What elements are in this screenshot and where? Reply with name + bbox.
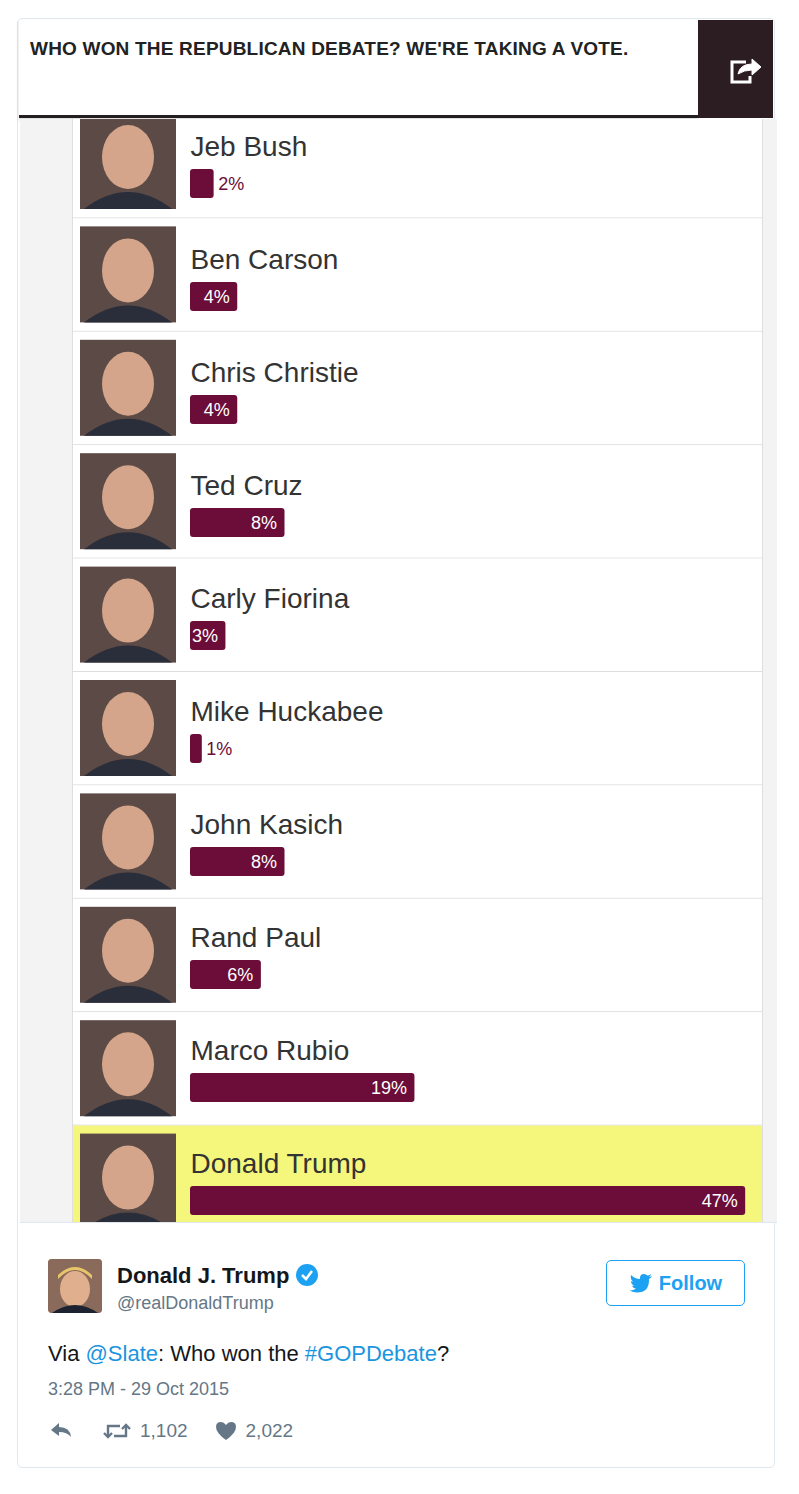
html-text:2,022: 2,022 [245,1420,294,1441]
svg-text:8%: 8% [251,852,277,872]
svg-text:Ted Cruz: Ted Cruz [191,470,303,501]
svg-text:19%: 19% [371,1078,407,1098]
svg-text:Ben Carson: Ben Carson [191,244,339,275]
svg-text:Rand Paul: Rand Paul [191,922,322,953]
svg-text:Chris Christie: Chris Christie [191,357,359,388]
svg-text:Jeb Bush: Jeb Bush [191,131,308,162]
svg-text:2%: 2% [218,174,244,194]
html-text:@realDonaldTrump: @realDonaldTrump [117,1293,274,1313]
svg-text:47%: 47% [702,1191,738,1211]
svg-text:4%: 4% [204,400,230,420]
svg-text:John Kasich: John Kasich [191,809,344,840]
html-text:WHO WON THE REPUBLICAN DEBATE?: WHO WON THE REPUBLICAN DEBATE? WE'RE TAK… [30,38,629,59]
svg-text:Mike Huckabee: Mike Huckabee [191,696,384,727]
svg-text:4%: 4% [204,287,230,307]
html-text:1,102: 1,102 [140,1420,188,1441]
html-text:Via @Slate: Who won the #GOPDe: Via @Slate: Who won the #GOPDebate? [48,1341,450,1366]
html-text:Donald J. Trump: Donald J. Trump [117,1263,290,1288]
svg-text:Donald Trump: Donald Trump [191,1148,367,1179]
svg-text:3%: 3% [192,626,218,646]
svg-text:Marco Rubio: Marco Rubio [191,1035,350,1066]
svg-text:6%: 6% [227,965,253,985]
svg-text:8%: 8% [251,513,277,533]
svg-text:1%: 1% [206,739,232,759]
svg-text:Carly Fiorina: Carly Fiorina [191,583,350,614]
html-text:Follow: Follow [658,1271,723,1294]
html-text:3:28 PM - 29 Oct 2015: 3:28 PM - 29 Oct 2015 [48,1379,230,1399]
